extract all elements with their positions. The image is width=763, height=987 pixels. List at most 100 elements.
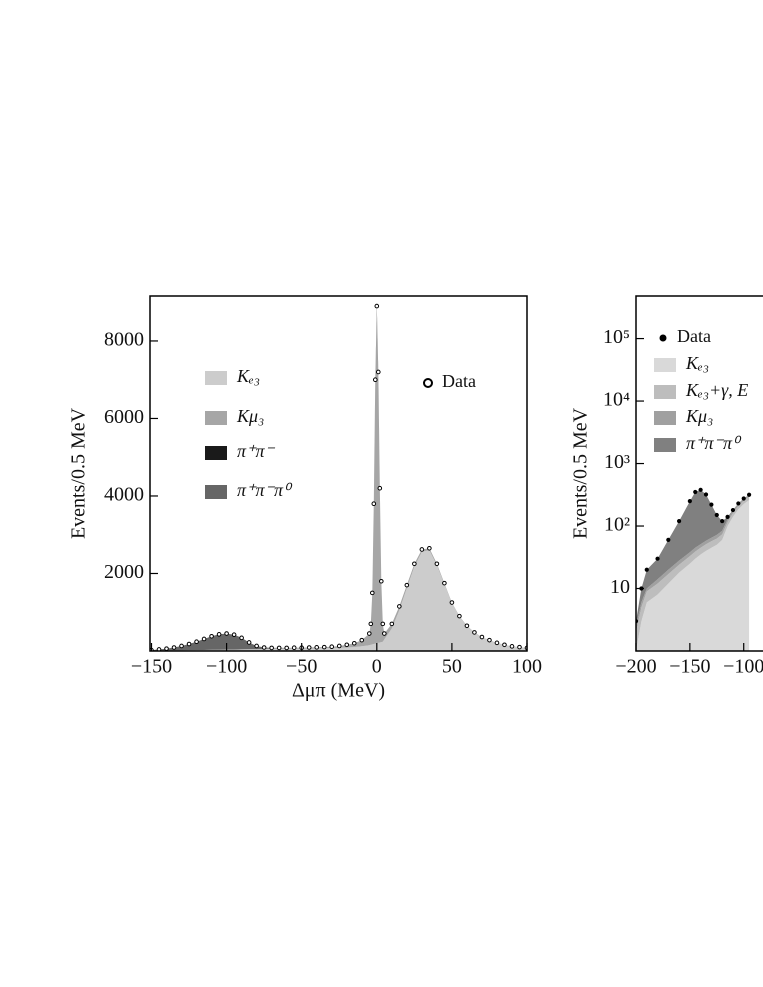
legend-label: Data	[677, 326, 711, 346]
legend-label: Kₑ₃	[685, 353, 709, 373]
data-point	[736, 501, 741, 506]
y-tick-label: 4000	[104, 484, 144, 506]
legend-swatch	[205, 371, 227, 385]
data-point	[371, 501, 377, 507]
data-point	[687, 499, 692, 504]
data-point	[404, 582, 410, 588]
area	[151, 306, 527, 651]
x-tick-label: 0	[372, 656, 382, 678]
data-point	[714, 512, 719, 518]
data-point	[434, 561, 440, 567]
legend-label: Kₑ₃+γ, E	[685, 380, 748, 400]
data-point	[449, 600, 455, 605]
plot-frame	[149, 295, 528, 652]
data-point	[382, 631, 387, 636]
y-axis-label: Events/0.5 MeV	[570, 407, 592, 539]
legend-marker	[423, 378, 433, 388]
data-point	[164, 646, 169, 651]
y-tick-label: 10⁴	[603, 389, 630, 411]
x-tick-label: 100	[512, 656, 542, 678]
data-point	[412, 561, 417, 567]
area	[636, 500, 750, 651]
data-point	[359, 637, 365, 643]
data-point	[419, 547, 425, 552]
plot-area	[636, 487, 752, 651]
y-tick-label: 8000	[104, 329, 144, 351]
data-point	[747, 492, 752, 497]
legend-swatch	[205, 411, 227, 425]
data-point	[201, 636, 207, 642]
data-point	[321, 644, 327, 650]
data-point	[709, 502, 714, 507]
x-tick-label: −100	[723, 656, 763, 678]
x-tick-label: 50	[442, 656, 462, 678]
data-point	[655, 556, 660, 561]
data-point	[730, 507, 736, 513]
data-point	[502, 642, 507, 648]
data-point	[494, 640, 500, 646]
data-point	[720, 518, 725, 524]
data-point	[306, 645, 312, 650]
legend-label: Kμ₃	[685, 406, 713, 426]
data-point	[464, 623, 470, 629]
data-point	[427, 545, 432, 551]
y-tick-label: 6000	[104, 406, 144, 428]
data-point	[377, 485, 383, 491]
data-point	[380, 621, 386, 627]
data-point	[676, 518, 682, 524]
legend-swatch	[654, 411, 676, 425]
data-point	[517, 644, 522, 650]
legend-label: Data	[442, 371, 476, 391]
legend-swatch	[654, 438, 676, 452]
data-point	[269, 645, 274, 651]
legend-swatch	[654, 358, 676, 372]
data-point	[397, 604, 402, 609]
data-point	[284, 645, 289, 651]
legend-label: π⁺π⁻π⁰	[237, 480, 293, 500]
data-point	[741, 496, 746, 501]
data-point	[366, 631, 372, 636]
data-point	[194, 639, 199, 644]
data-point	[314, 645, 320, 650]
plot-area	[150, 303, 527, 651]
data-point	[291, 645, 297, 651]
x-axis-label: Δμπ (MeV)	[292, 680, 385, 702]
legend-swatch	[205, 446, 227, 460]
data-point	[372, 377, 378, 383]
data-point	[666, 537, 671, 542]
data-point	[239, 635, 244, 641]
data-point	[379, 578, 384, 584]
data-point	[179, 643, 184, 649]
y-tick-label: 2000	[104, 561, 144, 583]
data-point	[487, 637, 492, 643]
data-point	[186, 641, 192, 647]
y-tick-label: 10	[610, 576, 630, 598]
data-point	[703, 492, 709, 497]
x-tick-label: −150	[669, 656, 710, 678]
y-tick-label: 10³	[604, 451, 630, 473]
data-point	[376, 369, 381, 375]
legend-swatch	[654, 385, 676, 399]
data-point	[374, 303, 380, 309]
legend-swatch	[205, 485, 227, 499]
legend-label: π⁺π⁻π⁰	[686, 433, 742, 453]
data-point	[276, 645, 282, 651]
data-point	[156, 647, 162, 651]
data-point	[329, 644, 335, 650]
data-point	[368, 621, 374, 627]
data-point	[246, 640, 252, 645]
area	[151, 306, 527, 651]
x-tick-label: −150	[131, 656, 172, 678]
data-point	[509, 644, 515, 649]
y-tick-label: 10²	[604, 514, 630, 536]
data-point	[209, 633, 214, 639]
data-point	[336, 643, 342, 649]
data-point	[231, 632, 237, 638]
x-tick-label: −100	[206, 656, 247, 678]
data-point	[224, 631, 229, 636]
data-point	[725, 514, 730, 519]
area	[151, 550, 527, 651]
x-tick-label: −50	[286, 656, 317, 678]
